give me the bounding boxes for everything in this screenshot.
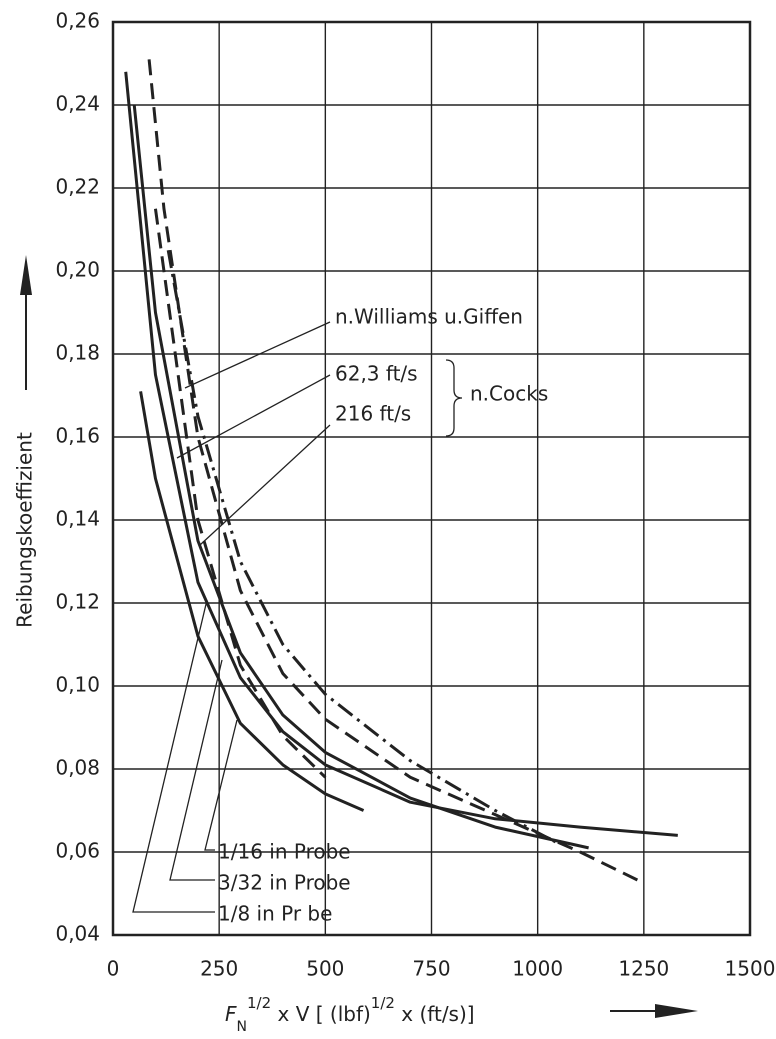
- x-label-part: N: [237, 1019, 247, 1035]
- x-tick-label: 250: [200, 957, 238, 981]
- x-label-part: x V [ (lbf): [271, 1002, 371, 1026]
- curve: [132, 104, 589, 850]
- y-tick-label: 0,06: [55, 839, 100, 863]
- curve: [153, 208, 327, 779]
- curve: [139, 391, 365, 812]
- series-label: 62,3 ft/s: [335, 362, 418, 386]
- y-tick-label: 0,14: [55, 507, 100, 531]
- curve: [124, 71, 678, 837]
- x-tick-label: 1500: [725, 957, 776, 981]
- series-label: 1/16 in Probe: [218, 840, 351, 864]
- leader-lines: [132, 321, 463, 913]
- x-label-part: 1/2: [371, 994, 395, 1012]
- x-axis-label: FN1/2 x V [ (lbf)1/2 x (ft/s)]: [225, 994, 475, 1036]
- annotation: n.Cocks: [470, 382, 548, 406]
- curve: [166, 249, 560, 846]
- series-label: 3/32 in Probe: [218, 871, 351, 895]
- y-tick-label: 0,20: [55, 258, 100, 282]
- x-label-part: x (ft/s)]: [395, 1002, 475, 1026]
- y-tick-label: 0,26: [55, 9, 100, 33]
- x-tick-label: 1250: [618, 957, 669, 981]
- y-tick-label: 0,24: [55, 92, 100, 116]
- y-tick-label: 0,16: [55, 424, 100, 448]
- x-label-part: 1/2: [247, 994, 271, 1012]
- x-tick-label: 750: [412, 957, 450, 981]
- x-tick-label: 1000: [512, 957, 563, 981]
- series-label: n.Williams u.Giffen: [335, 305, 523, 329]
- series-label: 1/8 in Pr be: [218, 902, 332, 926]
- y-tick-label: 0,22: [55, 175, 100, 199]
- series-label: 216 ft/s: [335, 402, 411, 426]
- y-tick-label: 0,04: [55, 922, 100, 946]
- plot-frame: [111, 20, 752, 937]
- y-tick-label: 0,10: [55, 673, 100, 697]
- y-tick-label: 0,12: [55, 590, 100, 614]
- x-label-part: F: [225, 1002, 237, 1026]
- y-tick-label: 0,18: [55, 341, 100, 365]
- x-axis-arrow: [610, 1004, 698, 1018]
- x-tick-label: 0: [107, 957, 120, 981]
- y-axis-label: Reibungskoeffizient: [13, 432, 37, 628]
- curve: [147, 59, 641, 883]
- y-tick-label: 0,08: [55, 756, 100, 780]
- x-tick-label: 500: [306, 957, 344, 981]
- y-axis-arrow: [20, 255, 32, 390]
